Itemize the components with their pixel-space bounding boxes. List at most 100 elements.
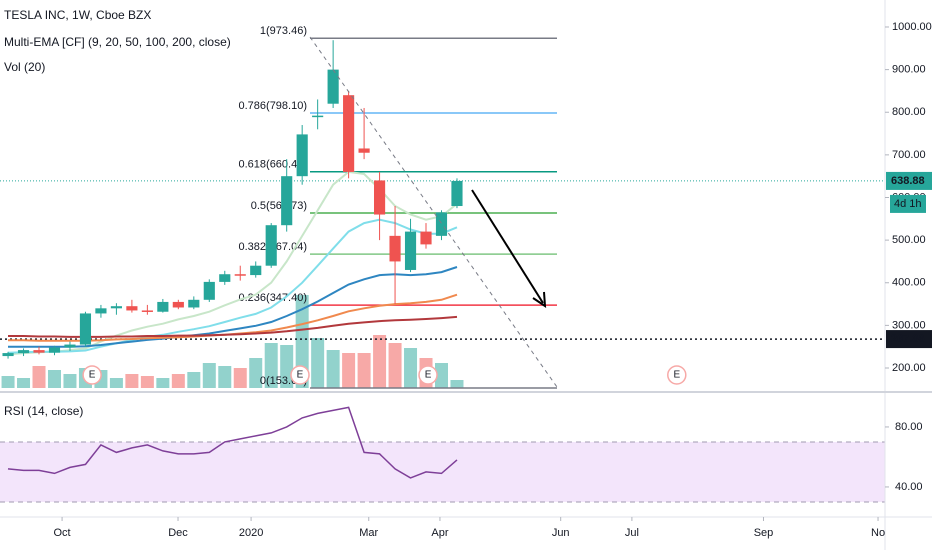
volume-bar: [295, 295, 309, 388]
fib-label: 0.5(563.73): [251, 200, 307, 212]
x-tick-label: Jul: [625, 527, 639, 539]
fib-label: 0.786(798.10): [239, 100, 308, 112]
volume-bar: [171, 374, 185, 388]
y-tick-label: 80.00: [895, 421, 923, 433]
y-tick-label: 800.00: [892, 106, 926, 118]
candle-body: [126, 306, 138, 311]
x-tick-label: Mar: [359, 527, 378, 539]
volume-bar: [156, 378, 170, 388]
earnings-icon: [418, 365, 438, 385]
volume-bar: [342, 353, 356, 388]
countdown-label: 4d 1h: [894, 198, 922, 210]
y-tick-label: 1000.00: [892, 21, 932, 33]
candle-body: [33, 350, 45, 353]
x-tick-label: Sep: [754, 527, 774, 539]
volume-bar: [434, 363, 448, 388]
volume-bar: [1, 376, 15, 388]
candle-body: [95, 308, 107, 314]
candle-body: [2, 353, 14, 357]
candle-body: [48, 347, 61, 353]
candle-body: [312, 115, 324, 118]
earnings-label: E: [89, 370, 96, 381]
candle-body: [219, 274, 231, 282]
volume-bar: [249, 358, 263, 388]
arrow: [471, 189, 544, 304]
candle-body: [265, 225, 277, 266]
candle-body: [141, 310, 153, 312]
countdown-tag: [890, 194, 926, 213]
ema-line: [8, 266, 458, 348]
volume-bar: [218, 366, 232, 388]
fib-label: 0.236(347.40): [239, 292, 308, 304]
candle-body: [389, 235, 401, 262]
fib-label: 1(973.46): [260, 25, 307, 37]
volume-bar: [202, 363, 216, 388]
candle-body: [110, 306, 122, 309]
ema-line: [7, 218, 458, 354]
earnings-label: E: [673, 370, 680, 381]
y-tick-label: 300.00: [892, 319, 926, 331]
candle-body: [343, 95, 355, 172]
y-tick-label: 700.00: [892, 149, 926, 161]
x-tick-label: Jun: [552, 527, 570, 539]
candle-body: [17, 350, 30, 354]
plot: 1(973.46) 0.786(798.10) 0.618(660.43) 0.5(5…: [0, 25, 885, 503]
volume-bar: [125, 374, 139, 388]
volume-bar: [388, 343, 402, 388]
x-tick-label: Apr: [431, 527, 448, 539]
price-tag-label: 267.86: [891, 333, 925, 345]
candle-body: [420, 231, 432, 245]
candle-body: [250, 265, 262, 276]
volume-bar: [326, 350, 340, 388]
volume-bar: [311, 338, 325, 388]
volume-bar: [264, 343, 278, 388]
volume-bar: [63, 374, 77, 388]
volume-bar: [17, 378, 31, 388]
candle-body: [374, 180, 386, 215]
candle-body: [404, 231, 417, 270]
y-tick-label: 40.00: [895, 481, 923, 493]
x-tick-label: 2020: [239, 527, 263, 539]
y-tick-label: 900.00: [892, 64, 926, 76]
price-tag: [886, 171, 932, 190]
candle-body: [281, 176, 293, 226]
earnings-label: E: [297, 370, 304, 381]
volume-bar: [32, 366, 46, 388]
volume-bar: [357, 353, 371, 388]
x-tick-label: No: [871, 527, 885, 539]
candle-body: [234, 274, 246, 276]
earnings-icon: [82, 365, 102, 385]
volume-bar: [404, 348, 418, 388]
volume-bar: [373, 335, 387, 388]
x-tick-label: Oct: [54, 527, 71, 539]
volume-bar: [280, 345, 294, 388]
volume-bar: [140, 376, 154, 388]
indicator-label: Vol (20): [4, 60, 45, 74]
candle-body: [188, 299, 200, 308]
price-tag: [886, 330, 932, 349]
candle-body: [451, 180, 463, 207]
rsi-line: [7, 406, 458, 479]
candle-body: [296, 134, 308, 177]
candle-body: [79, 313, 92, 345]
earnings-label: E: [425, 370, 432, 381]
volume-bar: [233, 368, 247, 388]
chart-title: TESLA INC, 1W, Cboe BZX: [4, 8, 151, 22]
candle-body: [358, 148, 370, 153]
indicator-label: Multi-EMA [CF] (9, 20, 50, 100, 200, clo…: [4, 35, 231, 49]
earnings-icon: [290, 365, 310, 385]
candle-body: [435, 212, 448, 236]
y-tick-label: 400.00: [892, 277, 926, 289]
volume-bar: [450, 380, 464, 388]
x-tick-label: Dec: [168, 527, 188, 539]
candle-body: [64, 344, 76, 348]
earnings-icon: [667, 365, 687, 385]
volume-bar: [187, 372, 201, 388]
candle-body: [157, 301, 169, 312]
y-tick-label: 200.00: [892, 362, 926, 374]
price-tag-label: 638.88: [891, 175, 925, 187]
candle-body: [327, 69, 339, 104]
fib-label: 0.618(660.43): [239, 159, 308, 171]
rsi-label: RSI (14, close): [4, 404, 83, 418]
